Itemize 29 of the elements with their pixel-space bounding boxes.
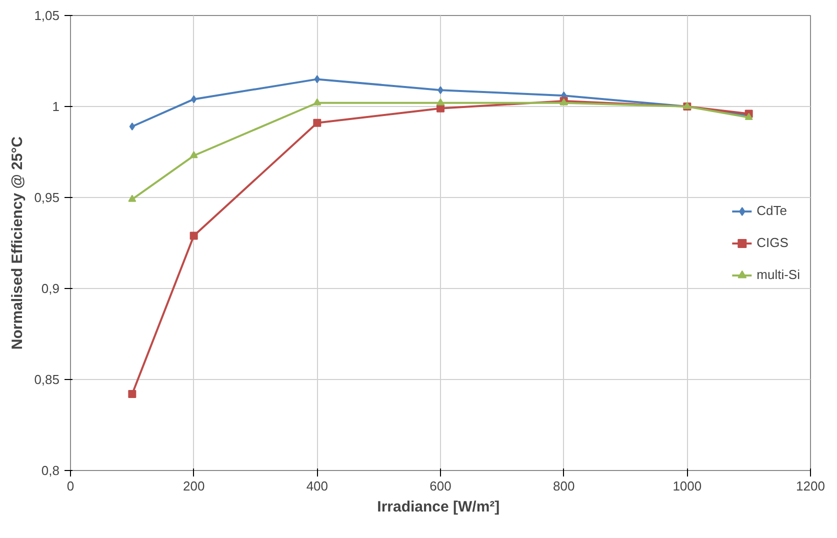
x-tick-label: 1200	[796, 478, 825, 494]
point	[314, 75, 320, 84]
x-tick-label: 0	[66, 478, 74, 494]
x-tick-label: 400	[306, 478, 328, 494]
legend-label: CIGS	[756, 235, 788, 250]
point	[438, 86, 444, 94]
x-tick-label: 1000	[672, 478, 702, 494]
y-tick-label: 1	[52, 99, 60, 114]
legend-label: CdTe	[756, 203, 788, 218]
point	[191, 95, 197, 104]
x-axis-title: Irradiance [W/m²]	[377, 498, 500, 516]
point	[190, 151, 198, 158]
point	[313, 98, 322, 106]
y-tick-label: 0,8	[41, 463, 60, 478]
point	[128, 194, 136, 202]
y-tick-label: 0,9	[41, 281, 60, 296]
legend-label: multi-Si	[756, 267, 800, 282]
y-tick-label: 1,05	[34, 8, 60, 23]
point	[190, 232, 198, 240]
x-tick-label: 800	[552, 478, 575, 494]
y-tick-label: 0,95	[34, 190, 60, 205]
y-tick-label: 0,85	[34, 372, 60, 387]
point	[436, 98, 444, 106]
point	[128, 390, 136, 398]
point	[129, 122, 135, 131]
x-tick-label: 200	[182, 478, 205, 494]
point	[313, 118, 322, 127]
x-tick-label: 600	[430, 478, 452, 494]
y-axis-title: Normalised Efficiency @ 25°C	[9, 136, 26, 350]
